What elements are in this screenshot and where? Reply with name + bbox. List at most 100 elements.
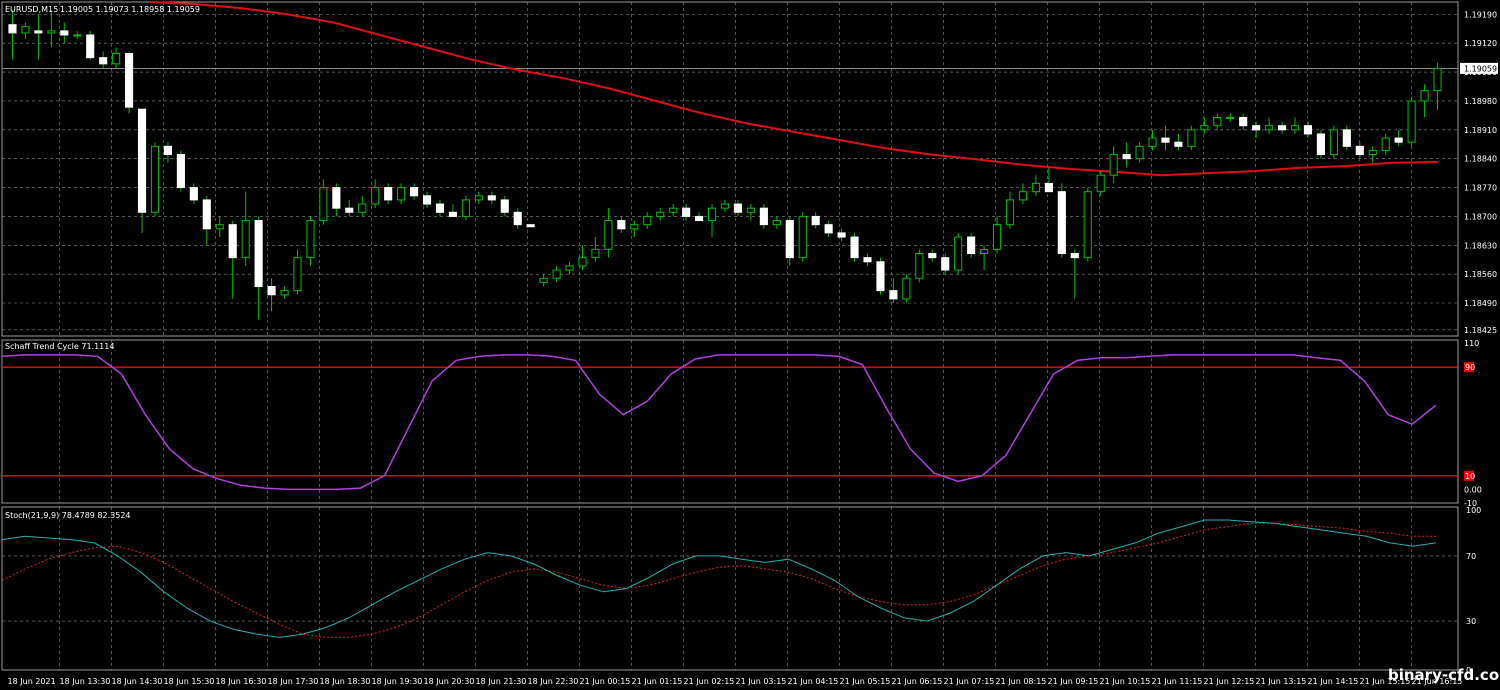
candle-body	[967, 236, 976, 255]
candle-body	[682, 207, 691, 217]
candle	[695, 212, 704, 222]
candle	[889, 278, 898, 304]
x-tick-label: 21 Jun 16:15	[1412, 677, 1463, 686]
candle-body	[1083, 191, 1092, 259]
candle	[1044, 166, 1053, 193]
candle-body	[21, 26, 30, 34]
candle	[669, 204, 678, 217]
candle-body	[1355, 145, 1364, 156]
candle	[513, 208, 522, 229]
candle-body	[630, 224, 639, 230]
candle	[604, 208, 613, 258]
candle	[630, 220, 639, 238]
candle-body	[150, 145, 160, 213]
candle-body	[8, 24, 17, 34]
candle	[876, 257, 885, 295]
candle-body	[435, 203, 445, 213]
candle	[1342, 125, 1351, 151]
candle	[125, 51, 134, 114]
candle	[850, 232, 859, 262]
candle	[980, 245, 989, 271]
x-tick-label: 21 Jun 04:15	[788, 677, 839, 686]
candle	[1174, 133, 1183, 151]
stc-line	[1, 354, 1437, 491]
candle	[241, 191, 250, 266]
candle-body	[461, 199, 470, 217]
panel-frame-1	[1, 339, 1459, 504]
candle	[267, 278, 276, 312]
candle	[86, 30, 95, 60]
candle-body	[526, 224, 535, 228]
candle-body	[1433, 67, 1442, 92]
candle-body	[604, 220, 613, 250]
stoch-y-tick: 30	[1466, 617, 1476, 626]
candle	[189, 183, 198, 205]
candle-body	[565, 265, 574, 271]
candle-body	[112, 53, 121, 65]
candle-body	[928, 253, 937, 259]
x-tick-label: 21 Jun 13:15	[1256, 677, 1307, 686]
candle-body	[47, 30, 56, 34]
candle-body	[992, 224, 1002, 250]
candle	[371, 179, 380, 209]
candle	[811, 212, 820, 229]
candle	[448, 204, 458, 217]
candle	[163, 142, 172, 163]
y-tick-label: 1.18490	[1464, 299, 1497, 308]
candle	[1005, 191, 1015, 229]
candle	[228, 220, 237, 299]
candle-body	[163, 145, 172, 156]
candle	[656, 208, 665, 221]
candle	[707, 204, 717, 238]
candle	[280, 286, 289, 299]
watermark: binary-cfd.com	[1388, 666, 1500, 684]
candle	[1187, 125, 1196, 151]
candle-body	[189, 187, 198, 201]
candle	[1433, 62, 1442, 111]
candle	[500, 195, 509, 217]
candle-body	[811, 215, 820, 226]
candle-body	[759, 207, 768, 226]
candle-body	[280, 290, 289, 296]
candle	[34, 14, 43, 60]
candle	[435, 199, 445, 217]
stc-title: Schaff Trend Cycle 71.1114	[5, 342, 114, 351]
candle	[578, 245, 587, 271]
stoch-y-tick: 0	[1466, 666, 1471, 675]
candle	[539, 274, 548, 287]
candle	[1018, 183, 1028, 205]
current-price-tag: 1.19059	[1460, 62, 1498, 74]
stc-y-tick: 110	[1464, 339, 1479, 348]
candle	[358, 195, 367, 217]
candle-body	[1044, 182, 1053, 193]
candle-body	[837, 232, 846, 238]
candle	[720, 199, 730, 213]
candle	[1031, 175, 1040, 196]
candle-body	[241, 220, 250, 259]
stoch-y-tick: 70	[1466, 552, 1476, 561]
candle	[798, 212, 807, 262]
candle-body	[824, 224, 833, 234]
candle	[902, 274, 911, 304]
x-tick-label: 21 Jun 06:15	[892, 677, 943, 686]
candle-body	[643, 215, 652, 226]
candle-body	[669, 207, 678, 213]
stochastic-indicator	[1, 519, 1437, 638]
candle	[137, 108, 147, 233]
candle-body	[1200, 125, 1209, 131]
candle	[1290, 117, 1300, 134]
candle	[1420, 84, 1429, 118]
candle	[837, 228, 846, 242]
candle-body	[137, 108, 147, 213]
candle-body	[954, 236, 963, 271]
x-tick-label: 21 Jun 02:15	[684, 677, 735, 686]
candle-body	[228, 224, 237, 259]
x-tick-label: 18 Jun 20:30	[424, 677, 475, 686]
panel-frame-2	[1, 506, 1459, 671]
candle-body	[733, 203, 743, 213]
candle	[772, 216, 781, 229]
candle-body	[474, 195, 483, 201]
candle-body	[254, 220, 263, 288]
